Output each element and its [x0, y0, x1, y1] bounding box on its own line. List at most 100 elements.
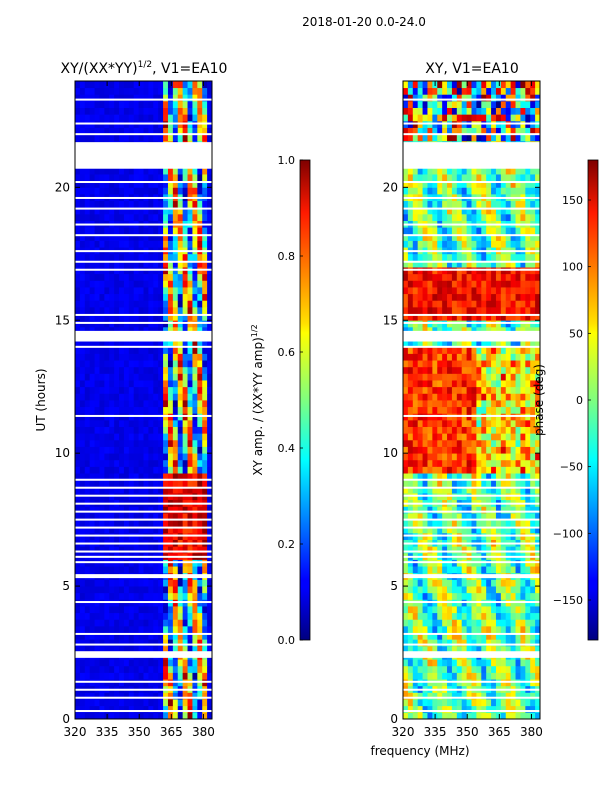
heatmap-cell: [138, 665, 144, 673]
heatmap-cell: [412, 346, 419, 354]
heatmap-cell: [442, 360, 448, 368]
heatmap-cell: [407, 625, 414, 634]
heatmap-cell: [461, 705, 467, 713]
heatmap-cell: [510, 645, 516, 653]
heatmap-cell: [207, 426, 212, 434]
heatmap-cell: [153, 639, 159, 647]
heatmap-cell: [442, 546, 448, 554]
heatmap-cell: [138, 114, 144, 122]
heatmap-cell: [451, 479, 458, 487]
heatmap-cell: [432, 346, 438, 354]
heatmap-cell: [481, 612, 487, 620]
amplitude-panel-title: XY/(XX*YY)1/2, V1=EA10: [61, 60, 228, 77]
heatmap-cell: [403, 240, 409, 248]
heatmap-cell: [407, 233, 414, 241]
heatmap-cell: [104, 526, 110, 534]
heatmap-cell: [207, 466, 212, 474]
heatmap-cell: [187, 114, 193, 122]
heatmap-cell: [500, 506, 507, 514]
heatmap-cell: [510, 566, 516, 574]
heatmap-cell: [197, 100, 203, 108]
heatmap-cell: [466, 213, 472, 221]
heatmap-cell: [403, 353, 409, 361]
heatmap-cell: [197, 380, 203, 388]
heatmap-cell: [481, 672, 487, 680]
heatmap-cell: [461, 446, 467, 454]
heatmap-cell: [84, 380, 91, 388]
heatmap-cell: [114, 506, 120, 514]
heatmap-cell: [114, 473, 120, 481]
heatmap-cell: [172, 426, 179, 434]
heatmap-cell: [197, 326, 203, 334]
heatmap-cell: [456, 486, 463, 494]
heatmap-cell: [520, 579, 526, 587]
heatmap-cell: [486, 632, 492, 640]
heatmap-cell: [94, 446, 100, 454]
heatmap-cell: [466, 672, 472, 680]
heatmap-cell: [167, 326, 174, 334]
heatmap-cell: [163, 366, 169, 374]
heatmap-cell: [114, 134, 120, 142]
heatmap-cell: [114, 313, 120, 321]
heatmap-cell: [143, 406, 149, 414]
heatmap-cell: [535, 406, 540, 414]
heatmap-cell: [119, 293, 125, 301]
heatmap-cell: [412, 519, 419, 527]
heatmap-cell: [172, 526, 179, 534]
heatmap-cell: [476, 712, 482, 719]
heatmap-cell: [525, 340, 531, 348]
heatmap-cell: [442, 699, 448, 707]
heatmap-cell: [515, 579, 521, 587]
heatmap-cell: [530, 459, 536, 467]
heatmap-cell: [94, 386, 100, 394]
heatmap-cell: [207, 326, 212, 334]
heatmap-cell: [417, 479, 423, 487]
heatmap-cell: [505, 406, 512, 414]
heatmap-cell: [442, 506, 448, 514]
heatmap-cell: [167, 606, 174, 614]
heatmap-cell: [89, 227, 95, 235]
heatmap-cell: [466, 665, 472, 673]
heatmap-cell: [143, 466, 149, 474]
heatmap-cell: [94, 393, 100, 401]
heatmap-cell: [403, 373, 409, 381]
heatmap-cell: [515, 479, 521, 487]
heatmap-cell: [75, 300, 81, 308]
heatmap-cell: [491, 373, 497, 381]
heatmap-cell: [133, 273, 139, 281]
heatmap-cell: [163, 187, 169, 195]
heatmap-cell: [128, 453, 135, 461]
heatmap-cell: [442, 386, 448, 394]
heatmap-cell: [515, 253, 521, 261]
heatmap-cell: [177, 645, 184, 653]
heatmap-cell: [153, 659, 159, 667]
heatmap-cell: [153, 373, 159, 381]
heatmap-cell: [163, 439, 169, 447]
heatmap-cell: [153, 612, 159, 620]
x-tick-label: 365: [160, 725, 183, 739]
heatmap-cell: [520, 346, 526, 354]
heatmap-cell: [417, 439, 423, 447]
heatmap-cell: [432, 326, 438, 334]
heatmap-cell: [172, 665, 179, 673]
heatmap-cell: [143, 114, 149, 122]
heatmap-cell: [500, 406, 507, 414]
heatmap-cell: [407, 373, 414, 381]
heatmap-cell: [461, 253, 467, 261]
heatmap-cell: [491, 512, 497, 521]
heatmap-cell: [99, 526, 105, 534]
heatmap-cell: [187, 207, 193, 215]
heatmap-cell: [520, 360, 526, 368]
heatmap-cell: [177, 380, 184, 388]
heatmap-cell: [500, 619, 507, 627]
heatmap-cell: [476, 393, 482, 401]
heatmap-cell: [123, 692, 130, 700]
heatmap-cell: [143, 519, 149, 527]
heatmap-cell: [456, 373, 463, 381]
heatmap-cell: [89, 240, 95, 248]
heatmap-cell: [417, 612, 423, 620]
heatmap-cell: [476, 699, 482, 707]
heatmap-cell: [158, 366, 164, 374]
heatmap-cell: [535, 227, 540, 235]
heatmap-cell: [500, 446, 507, 454]
